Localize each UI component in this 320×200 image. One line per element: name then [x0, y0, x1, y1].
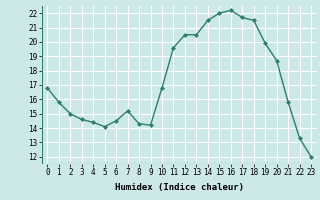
X-axis label: Humidex (Indice chaleur): Humidex (Indice chaleur): [115, 183, 244, 192]
